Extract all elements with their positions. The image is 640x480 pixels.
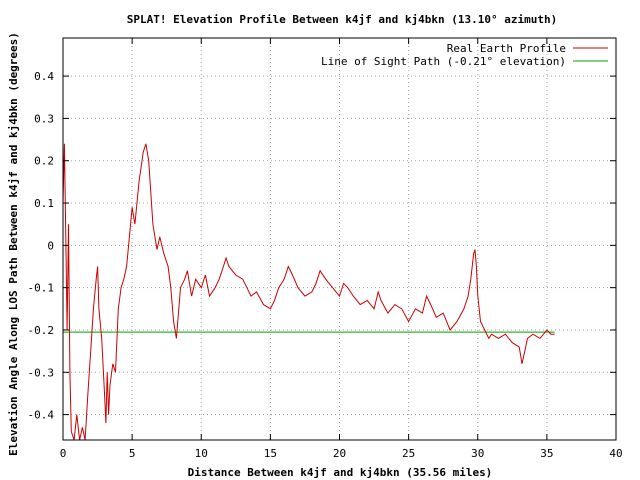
y-tick-label: 0.1	[34, 197, 54, 210]
series-real-earth-profile	[63, 143, 555, 440]
y-tick-label: -0.4	[28, 409, 55, 422]
x-tick-label: 25	[402, 447, 415, 460]
x-tick-label: 5	[129, 447, 136, 460]
y-tick-label: -0.3	[28, 366, 55, 379]
y-axis-label: Elevation Angle Along LOS Path Between k…	[7, 32, 20, 456]
x-tick-label: 35	[540, 447, 553, 460]
x-tick-label: 40	[609, 447, 622, 460]
x-tick-label: 15	[264, 447, 277, 460]
y-tick-label: -0.2	[28, 324, 55, 337]
x-tick-label: 0	[60, 447, 67, 460]
legend-label: Real Earth Profile	[447, 42, 566, 55]
legend-label: Line of Sight Path (-0.21° elevation)	[321, 55, 566, 68]
grid-lines	[63, 38, 616, 440]
y-tick-label: 0.2	[34, 155, 54, 168]
series-layer	[63, 143, 555, 440]
x-tick-label: 10	[195, 447, 208, 460]
y-tick-label: 0.4	[34, 70, 54, 83]
y-tick-label: 0	[47, 239, 54, 252]
x-tick-label: 30	[471, 447, 484, 460]
x-axis-label: Distance Between k4jf and kj4bkn (35.56 …	[188, 466, 493, 479]
x-tick-label: 20	[333, 447, 346, 460]
axis-ticks: 0 5 10 15 20 25 30 35 40 -0.4 -0.3 -0.2 -0.1 0 0.1 0.2 0…	[28, 38, 623, 460]
chart-title: SPLAT! Elevation Profile Between k4jf an…	[127, 13, 557, 26]
y-tick-label: 0.3	[34, 112, 54, 125]
y-tick-label: -0.1	[28, 282, 55, 295]
